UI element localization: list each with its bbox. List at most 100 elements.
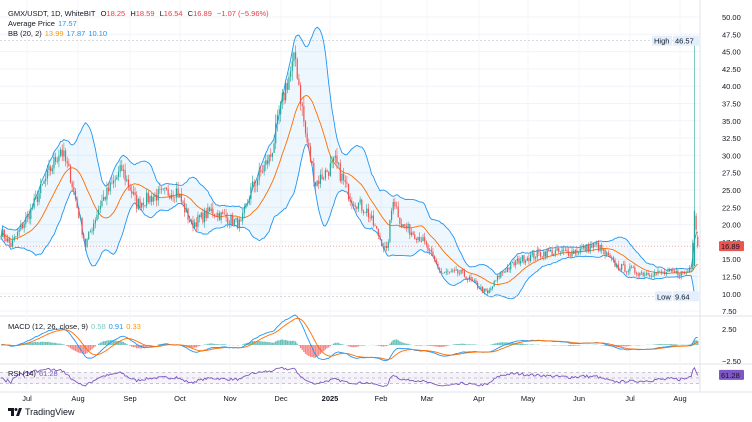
candle-body [510, 263, 512, 270]
macd-histogram-bar [433, 345, 436, 347]
candle-body [93, 223, 95, 231]
candle-body [278, 114, 280, 116]
macd-histogram-bar [668, 344, 671, 345]
tradingview-logo[interactable]: TradingView [8, 407, 75, 417]
candle-body [650, 276, 653, 277]
candle-body [632, 267, 634, 268]
candle-body [654, 272, 656, 276]
candle-body [577, 252, 580, 254]
last-price-tag-bg [719, 241, 744, 252]
candle-body [465, 276, 467, 280]
candle-body [414, 234, 416, 239]
candle-body [232, 215, 234, 225]
candle-body [364, 212, 366, 214]
high-value-bg [673, 35, 699, 46]
candle-body [215, 215, 217, 217]
macd-histogram-bar [126, 343, 128, 345]
macd-histogram-bar [256, 341, 259, 345]
candle-body [311, 161, 313, 163]
macd-histogram-bar [385, 345, 388, 347]
high-value-text: 46.57 [675, 37, 694, 46]
candle-body [528, 258, 530, 261]
candle-body [141, 202, 143, 208]
macd-legend[interactable]: MACD (12, 26, close, 9) 0.58 0.91 0.33 [8, 322, 141, 331]
bb-legend[interactable]: BB (20, 2) 13.99 17.87 10.10 [8, 29, 108, 38]
candle-body [518, 258, 520, 264]
rsi-legend[interactable]: RSI (14) 61.28 [8, 369, 58, 378]
candle-body [356, 206, 358, 209]
macd-histogram-bar [31, 342, 34, 345]
candle-body [688, 268, 691, 272]
macd-histogram-bar [165, 343, 168, 345]
candle-body [520, 260, 522, 264]
macd-histogram-bar [625, 345, 628, 347]
candle-body [187, 208, 189, 221]
macd-histogram-bar [41, 341, 44, 345]
macd-histogram-bar [390, 341, 393, 345]
macd-histogram-bar [129, 345, 131, 346]
macd-histogram-bar [197, 345, 199, 347]
candle-body [362, 210, 365, 213]
macd-histogram-bar [339, 343, 341, 345]
candle-body [177, 188, 179, 198]
candle-body [13, 237, 15, 241]
price-tick: 22.50 [722, 203, 741, 212]
macd-histogram-bar [193, 345, 196, 348]
avg-price-legend[interactable]: Average Price 17.57 [8, 19, 77, 28]
macd-histogram-bar [38, 342, 40, 345]
macd-histogram-bar [505, 342, 507, 345]
macd-histogram-bar [243, 343, 245, 345]
candle-body [485, 288, 487, 291]
candle-body [659, 270, 661, 272]
candle-body [126, 179, 128, 181]
macd-histogram-bar [397, 340, 399, 345]
macd-histogram-bar [675, 344, 677, 345]
candle-body [596, 242, 598, 245]
time-tick: Mar [421, 394, 434, 403]
candle-body [336, 155, 338, 164]
candle-body [271, 152, 274, 157]
candle-body [3, 229, 5, 239]
macd-histogram-bar [134, 345, 136, 348]
candle-body [184, 203, 186, 213]
candle-body [614, 259, 616, 267]
macd-histogram-bar [658, 344, 661, 345]
candle-body [79, 217, 82, 219]
candle-body [637, 273, 639, 276]
candle-body [207, 207, 209, 218]
candle-body [228, 223, 230, 225]
candle-body [664, 271, 666, 274]
time-tick: Feb [375, 394, 388, 403]
candle-body [144, 205, 146, 206]
candle-body [182, 201, 184, 204]
candle-body [200, 212, 202, 218]
candle-body [74, 190, 77, 200]
symbol-title[interactable]: GMX/USDT, 1D, WhiteBIT [8, 9, 96, 18]
candle-body [530, 254, 532, 261]
candle-body [534, 257, 537, 259]
candle-body [324, 170, 326, 179]
macd-histogram-bar [400, 342, 403, 345]
candle-body [157, 189, 159, 201]
candle-body [35, 196, 37, 199]
candle-body [58, 155, 60, 162]
candle-body [531, 252, 533, 255]
low-value-text: 9.64 [675, 292, 690, 301]
candle-body [66, 161, 68, 164]
candle-body [477, 282, 479, 288]
candle-body [230, 215, 232, 224]
candle-body [132, 192, 134, 194]
macd-histogram-bar [415, 345, 418, 346]
rsi-line [1, 366, 699, 387]
macd-histogram-bar [622, 345, 624, 347]
high-value: 46.57 [673, 35, 699, 46]
macd-histogram-bar [471, 344, 474, 345]
macd-histogram-bar [94, 345, 97, 347]
candle-body [611, 257, 613, 258]
candle-body [508, 267, 510, 270]
macd-histogram-bar [248, 342, 250, 345]
candle-body [21, 224, 24, 229]
macd-histogram-bar [124, 343, 126, 345]
macd-histogram-bar [30, 342, 32, 345]
